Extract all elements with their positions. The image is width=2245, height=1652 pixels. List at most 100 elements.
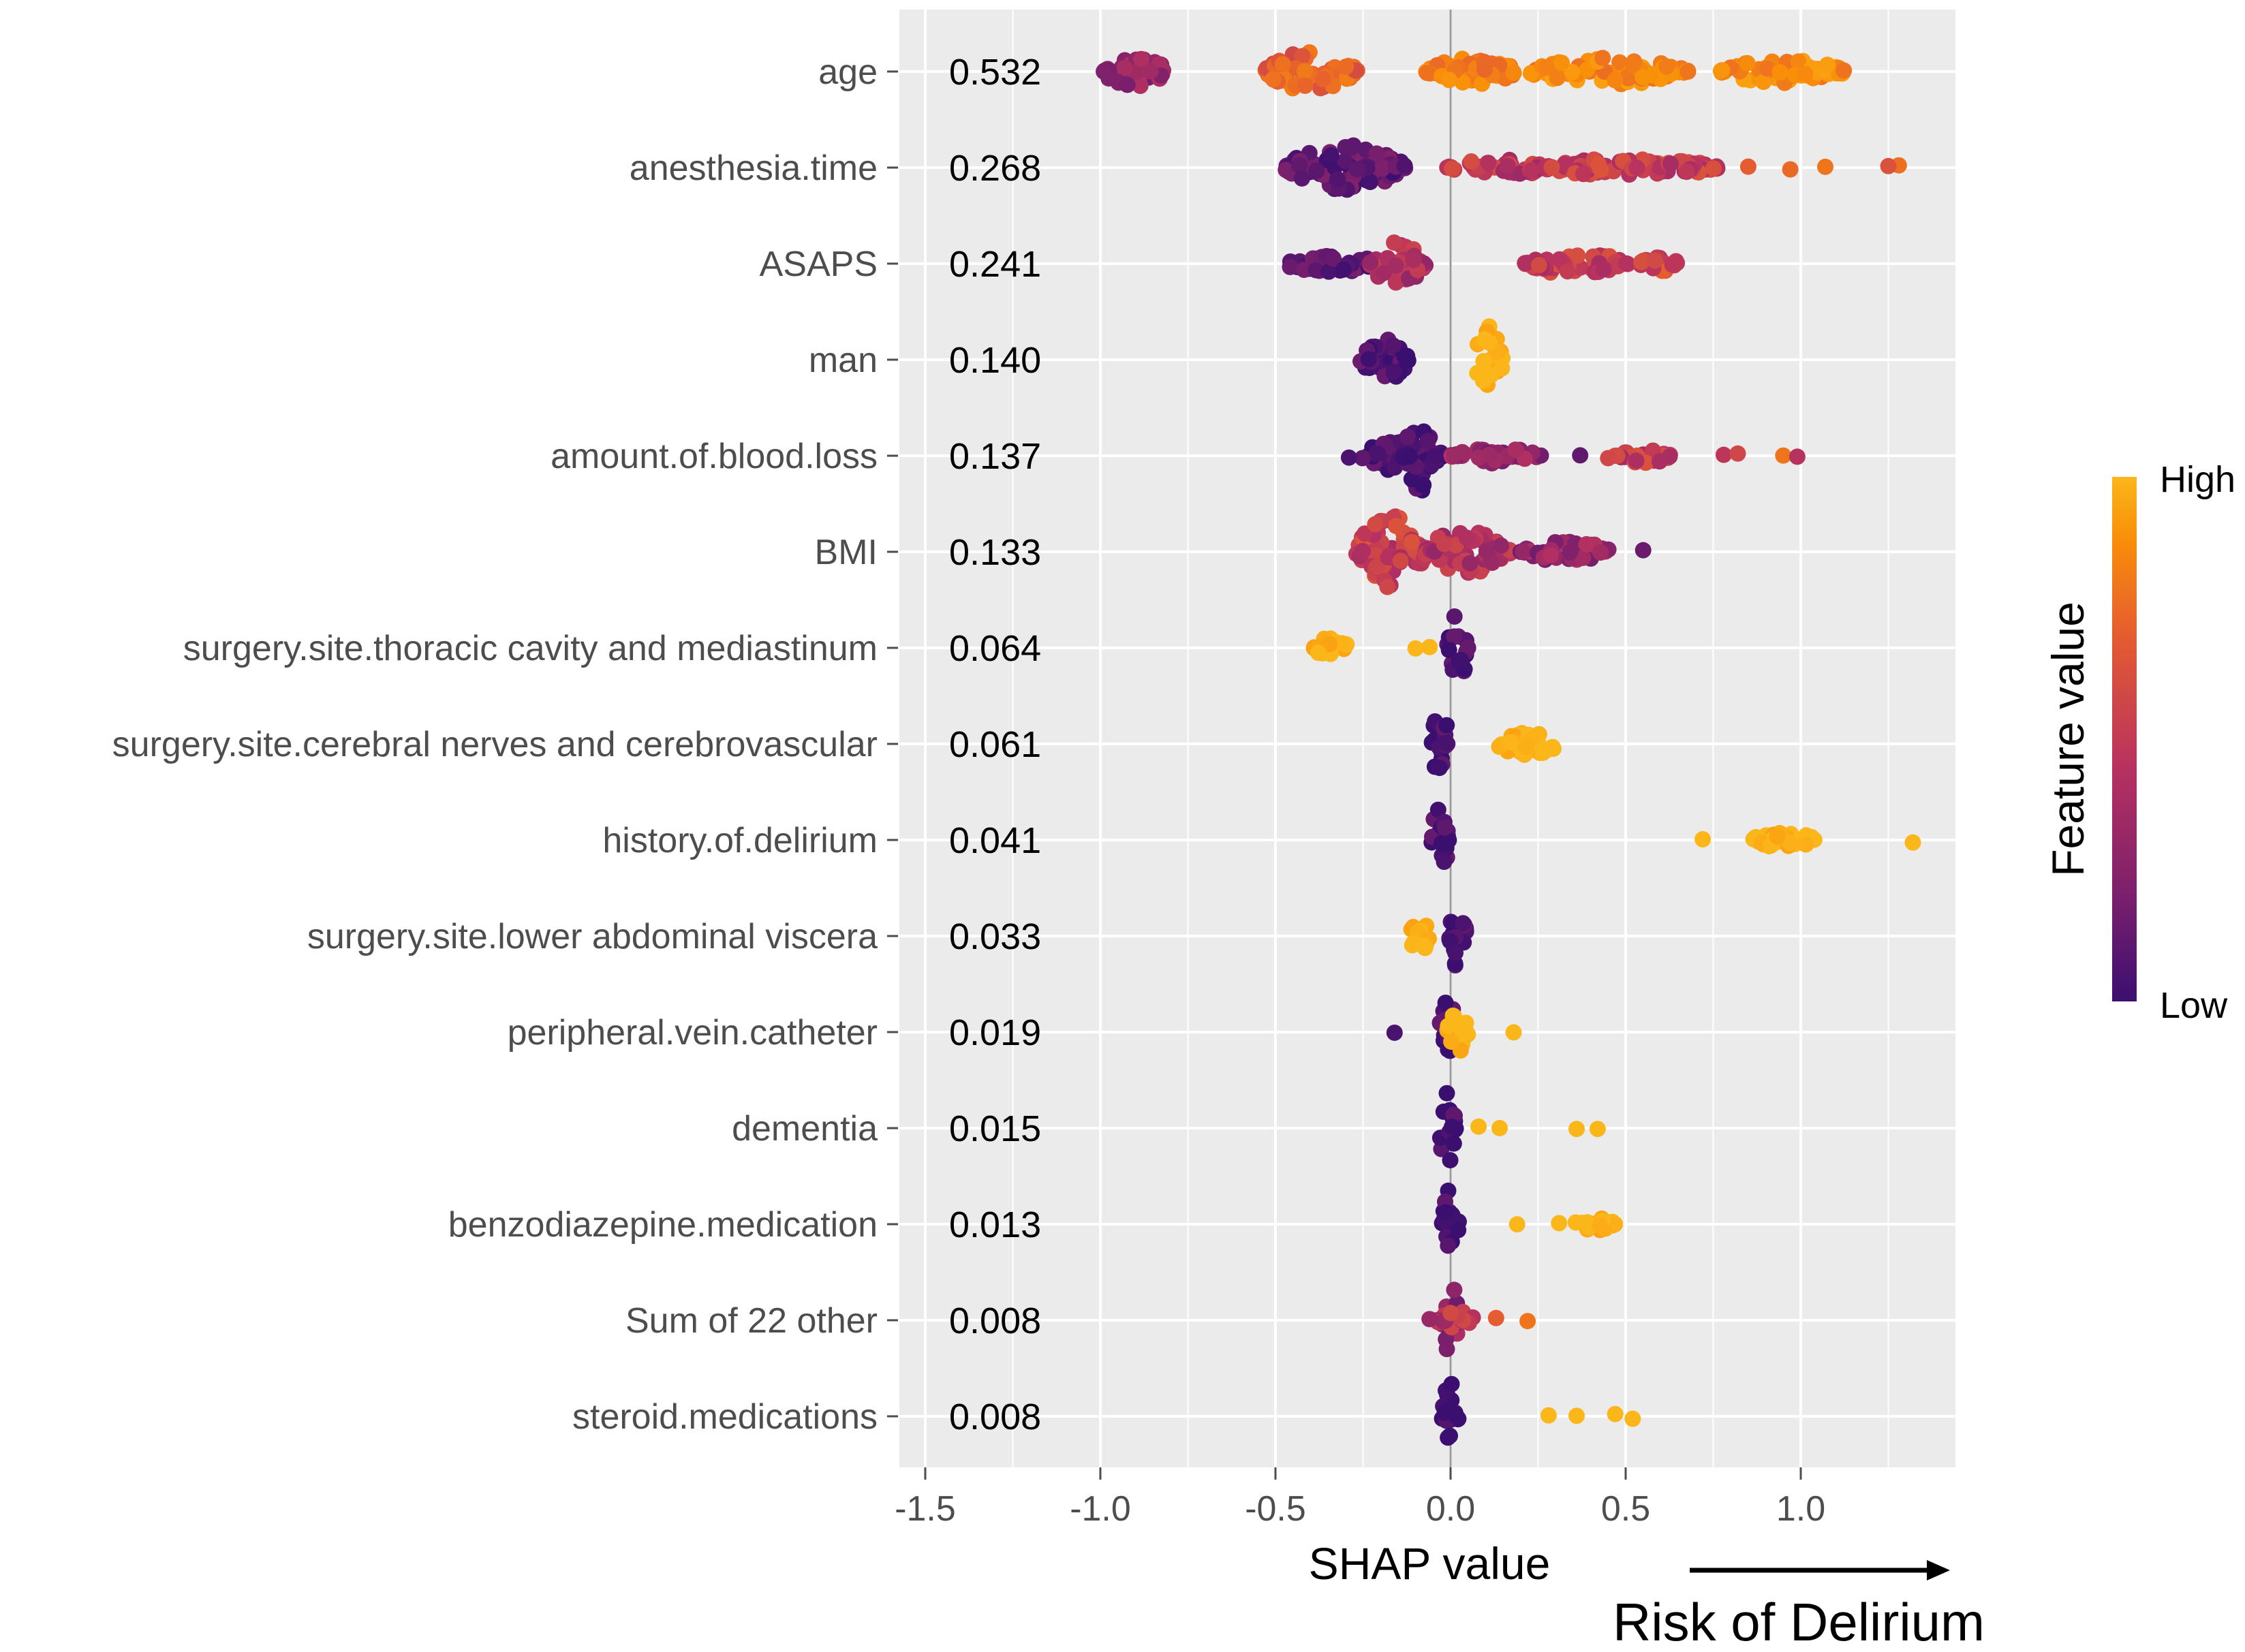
shap-point bbox=[1386, 1024, 1403, 1041]
shap-point bbox=[1505, 1024, 1522, 1041]
shap-point bbox=[1679, 63, 1697, 80]
feature-label: amount.of.blood.loss bbox=[551, 437, 878, 476]
shap-point bbox=[1592, 544, 1609, 561]
shap-point bbox=[1559, 263, 1576, 280]
shap-point bbox=[1443, 1375, 1460, 1392]
shap-point bbox=[1678, 163, 1695, 181]
shap-point bbox=[1384, 337, 1402, 354]
shap-point bbox=[1476, 61, 1493, 78]
shap-point bbox=[1543, 739, 1560, 756]
shap-point bbox=[1374, 160, 1391, 177]
shap-point bbox=[1294, 48, 1311, 65]
shap-point bbox=[1296, 262, 1312, 278]
feature-label: dementia bbox=[732, 1109, 878, 1149]
shap-point bbox=[1296, 63, 1313, 80]
shap-point bbox=[1523, 162, 1540, 179]
feature-label: surgery.site.thoracic cavity and mediast… bbox=[183, 629, 878, 668]
shap-point bbox=[1446, 628, 1463, 645]
shap-point bbox=[1348, 161, 1365, 178]
shap-point bbox=[1454, 74, 1471, 91]
feature-label: steroid.medications bbox=[572, 1397, 878, 1437]
shap-point bbox=[1628, 452, 1645, 469]
shap-point bbox=[1739, 158, 1756, 175]
shap-point bbox=[1782, 161, 1799, 178]
shap-point bbox=[1415, 937, 1432, 954]
x-tick-label: -1.5 bbox=[895, 1489, 956, 1529]
shap-point bbox=[1445, 1135, 1462, 1152]
shap-point bbox=[1395, 347, 1412, 364]
shap-point bbox=[1517, 255, 1534, 272]
shap-point bbox=[1568, 1121, 1585, 1138]
shap-point bbox=[1369, 445, 1387, 462]
feature-label: age bbox=[818, 52, 878, 92]
mean-shap-value: 0.033 bbox=[949, 916, 1041, 957]
shap-point bbox=[1491, 1119, 1508, 1136]
shap-point bbox=[1401, 448, 1418, 465]
shap-point bbox=[1455, 915, 1472, 932]
shap-point bbox=[1551, 251, 1568, 268]
shap-point bbox=[1549, 69, 1566, 87]
shap-point bbox=[1714, 62, 1731, 79]
shap-point bbox=[1442, 1305, 1459, 1322]
shap-point bbox=[1426, 448, 1443, 465]
shap-point bbox=[1505, 65, 1522, 81]
shap-point bbox=[1759, 60, 1776, 77]
feature-row-points bbox=[1434, 1182, 1624, 1254]
feature-labels: age 0.532 anesthesia.time 0.268 ASAPS 0.241 ma… bbox=[112, 52, 1041, 1437]
shap-point bbox=[1450, 1221, 1467, 1238]
shap-point bbox=[1436, 819, 1453, 836]
shap-point bbox=[1624, 57, 1641, 74]
shap-point bbox=[1335, 261, 1352, 278]
shap-point bbox=[1499, 157, 1516, 174]
shap-point bbox=[1519, 1313, 1536, 1330]
shap-point bbox=[1396, 157, 1413, 174]
feature-row-points bbox=[1348, 508, 1652, 595]
feature-row-points bbox=[1278, 137, 1907, 198]
shap-point bbox=[1487, 1309, 1504, 1326]
shap-point bbox=[1447, 944, 1464, 961]
feature-row-points bbox=[1403, 914, 1474, 973]
shap-point bbox=[1553, 54, 1570, 72]
shap-point bbox=[1442, 1427, 1458, 1444]
shap-point bbox=[1459, 640, 1476, 656]
risk-direction-arrow bbox=[1690, 1560, 1950, 1580]
shap-point bbox=[1628, 159, 1645, 176]
mean-shap-value: 0.008 bbox=[949, 1397, 1041, 1437]
mean-shap-value: 0.241 bbox=[949, 244, 1041, 285]
shap-point bbox=[1310, 644, 1327, 661]
shap-point bbox=[1667, 253, 1684, 270]
mean-shap-value: 0.013 bbox=[949, 1204, 1041, 1245]
shap-point bbox=[1789, 448, 1806, 465]
shap-point bbox=[1694, 831, 1712, 848]
mean-shap-value: 0.019 bbox=[949, 1012, 1041, 1053]
feature-row-points bbox=[1434, 1375, 1641, 1446]
shap-point bbox=[1322, 146, 1340, 163]
x-tick-label: 0.0 bbox=[1426, 1489, 1475, 1529]
shap-point bbox=[1769, 828, 1786, 845]
shap-point bbox=[1458, 529, 1475, 546]
shap-point bbox=[1438, 835, 1455, 852]
shap-point bbox=[1595, 261, 1612, 278]
shap-point bbox=[1453, 1020, 1470, 1038]
shap-point bbox=[1431, 760, 1448, 777]
shap-point bbox=[1265, 71, 1282, 88]
shap-point bbox=[1320, 263, 1337, 280]
shap-point bbox=[1440, 72, 1457, 89]
mean-shap-value: 0.061 bbox=[949, 724, 1041, 765]
shap-point bbox=[1315, 71, 1332, 88]
shap-point bbox=[1658, 58, 1675, 75]
shap-point bbox=[1325, 250, 1342, 267]
shap-point bbox=[1542, 547, 1559, 563]
shap-point bbox=[1437, 995, 1454, 1011]
shap-point bbox=[1797, 65, 1814, 82]
mean-shap-value: 0.137 bbox=[949, 436, 1041, 477]
shap-point bbox=[1385, 363, 1402, 380]
x-tick-label: -1.0 bbox=[1070, 1489, 1131, 1529]
shap-point bbox=[1470, 1118, 1487, 1135]
shap-point bbox=[1507, 441, 1524, 458]
shap-point bbox=[1354, 450, 1371, 467]
feature-row-points bbox=[1340, 423, 1806, 499]
legend-title: Feature value bbox=[2043, 602, 2093, 877]
shap-point bbox=[1635, 69, 1652, 86]
